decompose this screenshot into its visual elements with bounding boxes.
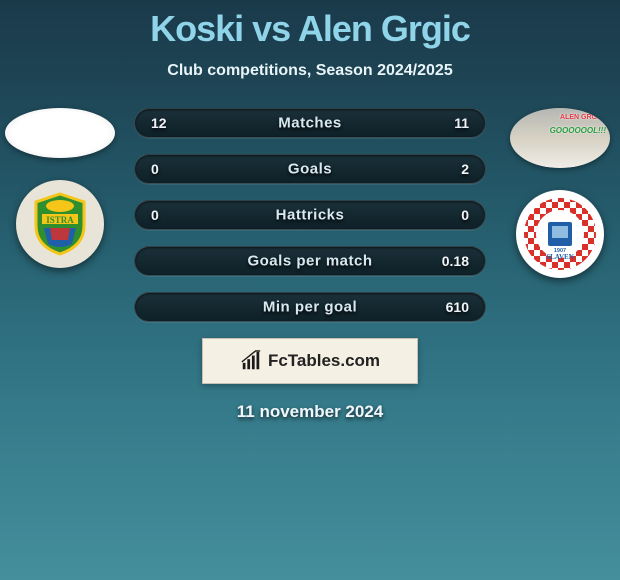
player-right-avatar: ALEN GRGIC GOOOOOOL!!!	[510, 108, 610, 168]
stat-row-hattricks: 0 Hattricks 0	[134, 200, 486, 230]
stat-right-value: 11	[419, 115, 469, 131]
avatar-right-goal-tag: GOOOOOOL!!!	[550, 126, 606, 135]
stat-left-value: 0	[151, 161, 201, 177]
date-text: 11 november 2024	[0, 402, 620, 422]
stat-right-value: 2	[419, 161, 469, 177]
stat-label: Min per goal	[263, 299, 357, 316]
club-right-shield-icon: 1907 SLAVEN	[522, 196, 598, 272]
stat-row-min-per-goal: Min per goal 610	[134, 292, 486, 322]
stat-label: Goals per match	[247, 253, 372, 270]
club-left-name: ISTRA	[46, 215, 74, 225]
brand-text: FcTables.com	[268, 351, 380, 371]
comparison-panel: ISTRA ALEN GRGIC GOOOOOOL!!!	[0, 108, 620, 322]
stat-left-value: 0	[151, 207, 201, 223]
left-column: ISTRA	[0, 108, 120, 268]
stat-label: Matches	[278, 115, 342, 132]
club-left-shield-icon: ISTRA	[32, 192, 88, 256]
right-column: ALEN GRGIC GOOOOOOL!!! 1907 SLAVEN	[500, 108, 620, 278]
club-right-name: SLAVEN	[546, 253, 574, 261]
stats-bars: 12 Matches 11 0 Goals 2 0 Hattricks 0 Go…	[134, 108, 486, 322]
bar-chart-icon	[240, 350, 262, 372]
subtitle: Club competitions, Season 2024/2025	[0, 62, 620, 80]
club-left-badge: ISTRA	[16, 180, 104, 268]
avatar-right-name-tag: ALEN GRGIC	[560, 114, 604, 121]
stat-row-matches: 12 Matches 11	[134, 108, 486, 138]
stat-label: Goals	[288, 161, 332, 178]
club-right-badge: 1907 SLAVEN	[516, 190, 604, 278]
stat-right-value: 0.18	[419, 253, 469, 269]
stat-row-goals: 0 Goals 2	[134, 154, 486, 184]
stat-label: Hattricks	[276, 207, 345, 224]
stat-left-value: 12	[151, 115, 201, 131]
player-left-avatar	[5, 108, 115, 158]
stat-row-goals-per-match: Goals per match 0.18	[134, 246, 486, 276]
stat-right-value: 610	[419, 299, 469, 315]
stat-right-value: 0	[419, 207, 469, 223]
brand-box: FcTables.com	[202, 338, 418, 384]
page-title: Koski vs Alen Grgic	[0, 0, 620, 50]
